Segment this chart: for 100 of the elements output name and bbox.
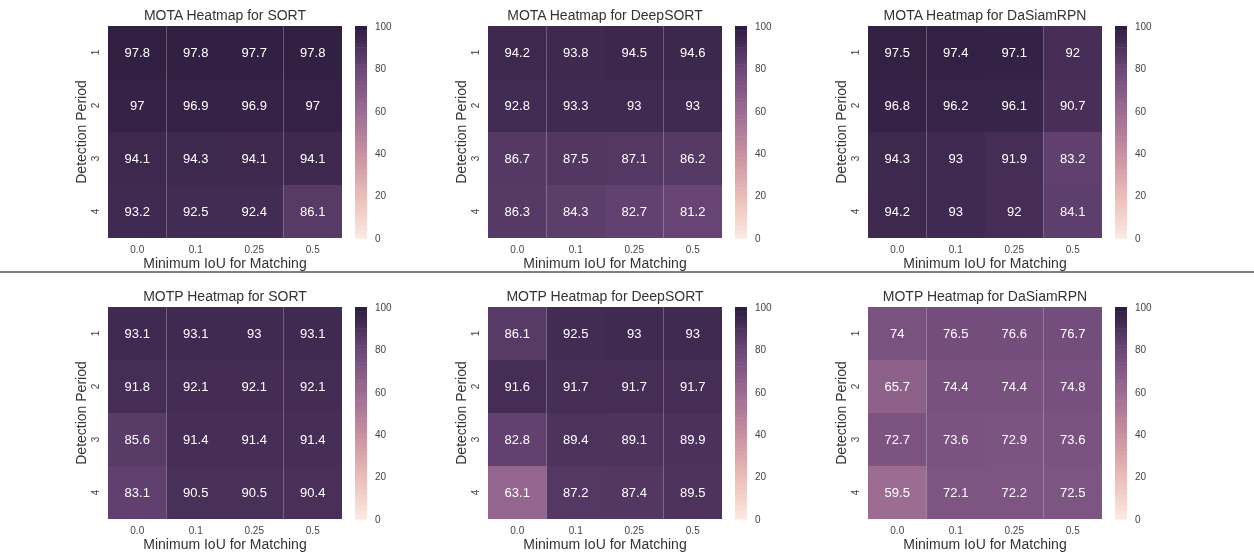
data-label: 89.9	[680, 432, 706, 447]
y-axis-title: Detection Period	[833, 80, 849, 184]
x-tick-label: 0.5	[685, 525, 701, 537]
x-tick-label: 0.1	[568, 244, 584, 256]
data-label: 93	[685, 98, 700, 113]
y-tick-label: 4	[850, 489, 861, 496]
y-axis-title: Detection Period	[73, 361, 89, 465]
data-label: 94.2	[504, 45, 530, 60]
data-label: 93	[247, 326, 262, 341]
color-bar-label: 20	[375, 190, 387, 202]
data-label: 94.3	[183, 151, 209, 166]
color-bar-label: 100	[755, 20, 773, 32]
data-label: 93	[948, 151, 963, 166]
y-tick-label: 4	[90, 489, 101, 496]
data-label: 94.1	[241, 151, 267, 166]
x-axis-title: Minimum IoU for Matching	[143, 536, 307, 552]
data-label: 90.5	[241, 485, 267, 500]
color-bar-label: 20	[755, 190, 767, 202]
y-tick-label: 3	[850, 436, 861, 443]
data-label: 92.1	[183, 379, 209, 394]
data-label: 72.7	[884, 432, 910, 447]
color-bar-label: 20	[1135, 190, 1147, 202]
data-label: 97.4	[943, 45, 969, 60]
data-label: 94.2	[884, 204, 910, 219]
x-tick-label: 0.0	[890, 525, 905, 537]
chart-title: MOTP Heatmap for SORT	[143, 288, 308, 304]
data-label: 74	[890, 326, 905, 341]
data-label: 93.3	[563, 98, 589, 113]
data-label: 76.5	[943, 326, 969, 341]
data-label: 93.1	[300, 326, 326, 341]
data-label: 93	[627, 98, 642, 113]
color-bar-label: 0	[755, 513, 761, 525]
color-bar-label: 40	[1135, 147, 1147, 159]
y-tick-label: 1	[850, 330, 861, 337]
y-tick-label: 3	[470, 436, 481, 443]
y-tick-label: 4	[470, 208, 481, 215]
data-label: 76.6	[1001, 326, 1027, 341]
color-bar-label: 100	[375, 20, 393, 32]
color-bar-label: 40	[375, 147, 387, 159]
color-bar-label: 80	[1135, 63, 1147, 75]
data-label: 84.1	[1060, 204, 1086, 219]
y-tick-label: 2	[90, 102, 101, 109]
data-label: 96.2	[943, 98, 969, 113]
x-tick-label: 0.0	[130, 525, 145, 537]
x-tick-label: 0.5	[305, 244, 321, 256]
data-label: 93	[627, 326, 642, 341]
color-bar-label: 0	[1135, 232, 1141, 244]
data-label: 74.4	[943, 379, 969, 394]
data-label: 92.1	[241, 379, 267, 394]
data-label: 91.4	[183, 432, 209, 447]
data-label: 94.1	[300, 151, 326, 166]
data-label: 87.4	[621, 485, 647, 500]
data-label: 86.2	[680, 151, 706, 166]
data-label: 90.7	[1060, 98, 1086, 113]
data-label: 92.8	[504, 98, 530, 113]
x-tick-label: 0.0	[510, 525, 525, 537]
data-label: 86.1	[504, 326, 530, 341]
data-label: 63.1	[504, 485, 530, 500]
y-tick-label: 3	[90, 436, 101, 443]
data-label: 92.4	[241, 204, 267, 219]
color-bar-label: 60	[1135, 386, 1147, 398]
data-label: 93	[948, 204, 963, 219]
data-label: 87.2	[563, 485, 589, 500]
color-bar-label: 0	[755, 232, 761, 244]
color-bar-label: 80	[1135, 344, 1147, 356]
data-label: 91.6	[504, 379, 530, 394]
data-label: 83.2	[1060, 151, 1086, 166]
data-label: 92.5	[563, 326, 589, 341]
x-tick-label: 0.25	[244, 525, 265, 537]
data-label: 96.8	[884, 98, 910, 113]
data-label: 91.7	[621, 379, 647, 394]
y-tick-label: 2	[90, 383, 101, 390]
data-label: 97.7	[241, 45, 267, 60]
data-label: 97.8	[300, 45, 326, 60]
data-label: 97.5	[884, 45, 910, 60]
color-bar-label: 20	[1135, 471, 1147, 483]
color-bar-label: 0	[375, 513, 381, 525]
y-tick-label: 1	[470, 330, 481, 337]
y-tick-label: 1	[90, 49, 101, 56]
data-label: 65.7	[884, 379, 910, 394]
data-label: 97.1	[1001, 45, 1027, 60]
data-label: 96.9	[183, 98, 209, 113]
data-label: 90.4	[300, 485, 326, 500]
x-tick-label: 0.25	[624, 244, 645, 256]
data-label: 82.8	[504, 432, 530, 447]
y-tick-label: 4	[470, 489, 481, 496]
y-tick-label: 2	[470, 102, 481, 109]
y-axis-title: Detection Period	[73, 80, 89, 184]
color-bar-label: 60	[755, 105, 767, 117]
data-label: 85.6	[124, 432, 150, 447]
data-label: 93	[685, 326, 700, 341]
y-tick-label: 3	[90, 155, 101, 162]
y-tick-label: 3	[850, 155, 861, 162]
data-label: 87.5	[563, 151, 589, 166]
data-label: 94.5	[621, 45, 647, 60]
x-tick-label: 0.0	[510, 244, 525, 256]
chart-title: MOTA Heatmap for SORT	[143, 7, 307, 23]
y-axis-title: Detection Period	[453, 80, 469, 184]
x-axis-title: Minimum IoU for Matching	[523, 255, 687, 271]
data-label: 86.7	[504, 151, 530, 166]
